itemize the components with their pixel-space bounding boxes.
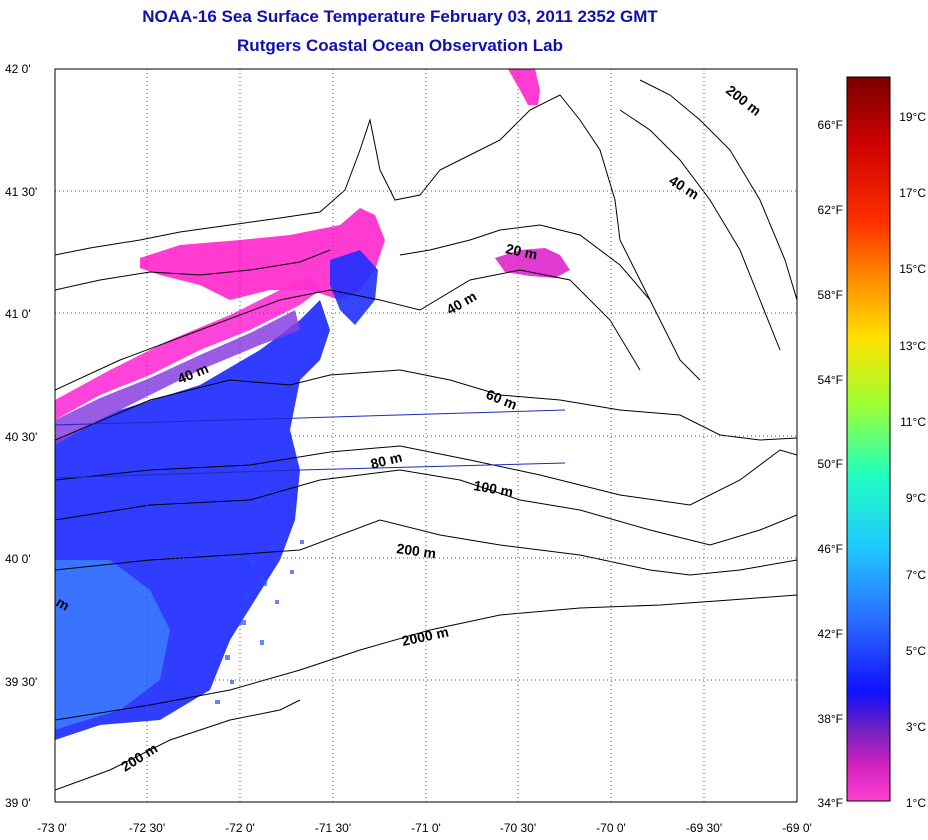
contour-label-20m: 20 m bbox=[504, 240, 539, 262]
coastline-sound bbox=[55, 249, 331, 291]
contours bbox=[55, 79, 797, 791]
colorbar-label-f: 42°F bbox=[818, 627, 843, 641]
lon-tick: -73 0' bbox=[37, 821, 67, 835]
colorbar-label-f: 66°F bbox=[818, 118, 843, 132]
sst-light-blue-region bbox=[55, 560, 170, 730]
transect-line-1 bbox=[55, 409, 566, 426]
sst-scatter bbox=[215, 540, 304, 704]
latitude-axis: 42 0' 41 30' 41 0' 40 30' 40 0' 39 30' 3… bbox=[5, 62, 37, 810]
lat-tick: 40 0' bbox=[5, 552, 31, 566]
lat-tick: 42 0' bbox=[5, 62, 31, 76]
contour-80m bbox=[55, 445, 797, 506]
lat-tick: 39 0' bbox=[5, 796, 31, 810]
lon-tick: -71 0' bbox=[411, 821, 441, 835]
sst-magenta-band bbox=[55, 275, 320, 420]
sst-sound-region bbox=[140, 208, 385, 300]
contour-40m bbox=[55, 269, 641, 391]
sst-east-patch bbox=[495, 248, 570, 278]
colorbar-label-f: 34°F bbox=[818, 796, 843, 810]
colorbar-label-c: 5°C bbox=[906, 644, 926, 658]
contour-label-200m-south: 200 m bbox=[118, 740, 160, 775]
lon-tick: -70 0' bbox=[596, 821, 626, 835]
colorbar-celsius: 19°C 17°C 15°C 13°C 11°C 9°C 7°C 5°C 3°C… bbox=[899, 110, 926, 810]
colorbar-label-c: 17°C bbox=[899, 186, 926, 200]
colorbar-label-c: 11°C bbox=[900, 415, 926, 429]
contour-200m-northeast bbox=[639, 79, 797, 301]
contour-label-100m: 100 m bbox=[472, 477, 514, 500]
contour-100m bbox=[55, 469, 797, 546]
lat-tick: 39 30' bbox=[5, 675, 37, 689]
colorbar-label-c: 19°C bbox=[899, 110, 926, 124]
contour-60m bbox=[55, 369, 797, 441]
lon-tick: -69 30' bbox=[686, 821, 722, 835]
transect-line-2 bbox=[55, 462, 566, 479]
colorbar-label-f: 62°F bbox=[818, 203, 843, 217]
colorbar-label-f: 58°F bbox=[818, 288, 843, 302]
contour-label-2000m: 2000 m bbox=[400, 623, 450, 649]
colorbar-label-c: 7°C bbox=[906, 568, 926, 582]
sst-top-patch bbox=[508, 69, 540, 105]
lon-tick: -69 0' bbox=[782, 821, 812, 835]
colorbar-label-c: 13°C bbox=[899, 339, 926, 353]
colorbar-label-f: 38°F bbox=[818, 712, 843, 726]
contour-200m bbox=[55, 519, 797, 576]
colorbar-label-f: 46°F bbox=[818, 542, 843, 556]
colorbar-label-c: 3°C bbox=[906, 720, 926, 734]
colorbar-fahrenheit: 66°F 62°F 58°F 54°F 50°F 46°F 42°F 38°F … bbox=[818, 118, 843, 810]
contour-label-80m: 80 m bbox=[369, 449, 404, 472]
colorbar-label-c: 1°C bbox=[906, 796, 926, 810]
contour-label-200m: 200 m bbox=[396, 540, 438, 561]
contour-label-200m-ne: 200 m bbox=[723, 82, 764, 119]
sst-bay-blue bbox=[330, 250, 378, 325]
contour-200m-south bbox=[55, 699, 301, 791]
map-subtitle: Rutgers Coastal Ocean Observation Lab bbox=[237, 36, 563, 55]
plot-frame bbox=[54, 68, 798, 803]
contour-40m-northeast bbox=[619, 109, 781, 351]
lat-tick: 41 0' bbox=[5, 307, 31, 321]
lon-tick: -72 30' bbox=[129, 821, 165, 835]
map-title: NOAA-16 Sea Surface Temperature February… bbox=[142, 7, 658, 26]
colorbar-label-f: 50°F bbox=[818, 457, 843, 471]
colorbar bbox=[846, 76, 891, 802]
lon-tick: -71 30' bbox=[315, 821, 351, 835]
colorbar-label-c: 9°C bbox=[906, 491, 926, 505]
colorbar-label-c: 15°C bbox=[899, 262, 926, 276]
lon-tick: -72 0' bbox=[225, 821, 255, 835]
contour-20m bbox=[399, 224, 651, 301]
colorbar-label-f: 54°F bbox=[818, 373, 843, 387]
lat-tick: 40 30' bbox=[5, 430, 37, 444]
lon-tick: -70 30' bbox=[500, 821, 536, 835]
sst-imagery bbox=[55, 69, 570, 740]
lat-tick: 41 30' bbox=[5, 185, 37, 199]
coastline bbox=[55, 94, 701, 381]
sst-purple-band bbox=[55, 310, 300, 445]
longitude-axis: -73 0' -72 30' -72 0' -71 30' -71 0' -70… bbox=[37, 821, 812, 835]
contour-2000m bbox=[55, 594, 797, 721]
contour-label-60m: 60 m bbox=[484, 386, 520, 413]
contour-label-40m-ne: 40 m bbox=[666, 172, 702, 202]
